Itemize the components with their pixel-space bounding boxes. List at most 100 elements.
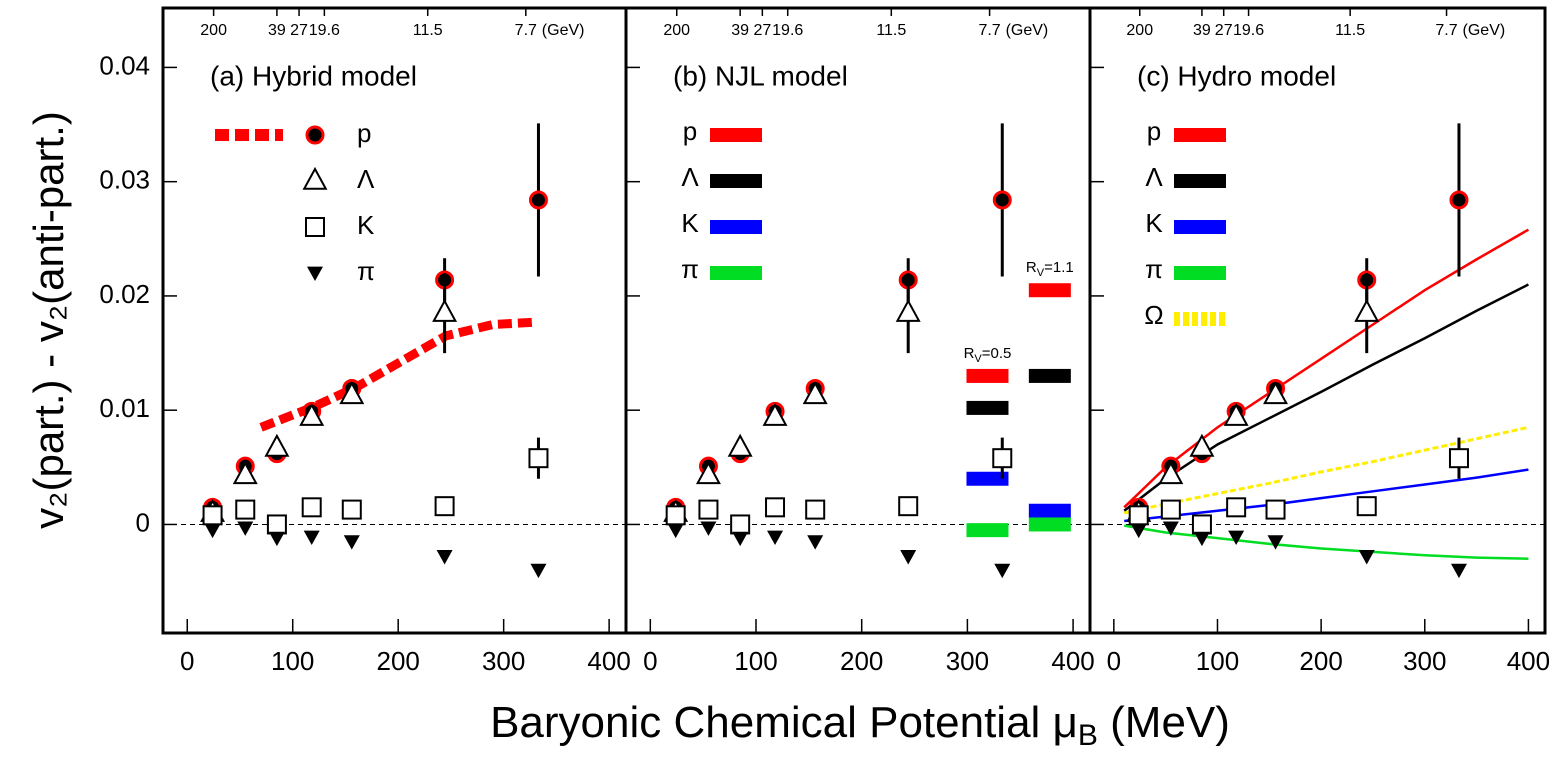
legend-label: Ω — [1144, 300, 1163, 330]
data-point — [303, 530, 320, 546]
legend-label: Λ — [357, 164, 375, 194]
data-point — [202, 505, 223, 526]
top-tick-label: 7.7 — [978, 22, 1000, 39]
top-tick-label: 7.7 — [1435, 22, 1457, 39]
legend-label: π — [1145, 254, 1163, 284]
data-point — [235, 499, 256, 520]
data-point — [732, 531, 749, 547]
data-point — [268, 531, 285, 547]
top-tick-label: 19.6 — [772, 22, 803, 39]
top-tick-label: 200 — [663, 22, 690, 39]
x-tick-label: 0 — [1107, 646, 1121, 676]
top-tick-label: 39 — [1193, 22, 1211, 39]
data-point — [1449, 190, 1469, 210]
legend-label: Λ — [1145, 162, 1163, 192]
legend-symbol — [307, 266, 323, 281]
data-point — [762, 402, 788, 426]
top-tick-label: 7.7 — [515, 22, 537, 39]
model-label-rest: =0.5 — [982, 345, 1012, 362]
data-point — [341, 499, 362, 520]
top-tick-label: 27 — [753, 22, 771, 39]
model-bar — [1028, 517, 1071, 532]
model-label: RV=0.5 — [964, 345, 1012, 365]
data-point — [1130, 523, 1147, 539]
model-bar — [966, 523, 1009, 538]
model-label-sub: V — [974, 353, 982, 365]
y-tick-label: 0.01 — [99, 393, 150, 423]
x-tick-label: 200 — [376, 646, 419, 676]
top-tick-label: 19.6 — [309, 22, 340, 39]
model-label-main: R — [1026, 259, 1037, 276]
data-point — [1448, 448, 1469, 469]
data-point — [802, 381, 828, 405]
data-point — [765, 497, 786, 518]
top-axis-unit: (GeV) — [542, 22, 585, 39]
data-point — [1354, 298, 1380, 322]
data-point — [299, 402, 325, 426]
data-point — [805, 499, 826, 520]
legend-symbol — [302, 166, 328, 190]
data-point — [1267, 535, 1284, 550]
top-tick-label: 11.5 — [1335, 22, 1365, 39]
data-point — [900, 550, 917, 565]
data-point — [730, 514, 751, 535]
top-tick-label: 27 — [1215, 22, 1233, 39]
legend-label: K — [681, 208, 699, 238]
top-tick-label: 27 — [290, 22, 308, 39]
data-point — [698, 499, 719, 520]
data-point — [1189, 433, 1215, 457]
data-point — [1356, 496, 1377, 517]
panel-title: (c) Hydro model — [1137, 60, 1336, 91]
data-point — [1158, 461, 1184, 485]
model-label: RV=1.1 — [1026, 259, 1074, 279]
data-point — [1162, 521, 1179, 536]
y-tick-label: 0 — [136, 507, 150, 537]
panel-title: (a) Hybrid model — [210, 60, 417, 91]
x-tick-label: 0 — [180, 646, 194, 676]
x-tick-label: 400 — [587, 646, 630, 676]
x-tick-label: 400 — [1051, 646, 1094, 676]
model-label-sub: V — [1037, 267, 1045, 279]
x-axis-label: Baryonic Chemical Potential μB (MeV) — [490, 698, 1230, 752]
legend-label: p — [683, 116, 697, 146]
top-tick-label: 200 — [1126, 22, 1153, 39]
top-tick-label: 39 — [268, 22, 286, 39]
legend-label: π — [681, 254, 699, 284]
data-point — [727, 433, 753, 457]
data-point — [434, 496, 455, 517]
x-axis-label-sub: B — [1078, 719, 1098, 752]
model-bar — [966, 368, 1009, 383]
model-curve — [1124, 468, 1529, 523]
top-tick-label: 200 — [200, 22, 227, 39]
data-point — [339, 381, 365, 405]
legend-symbol — [305, 125, 325, 145]
top-axis-unit: (GeV) — [1463, 22, 1506, 39]
data-point — [695, 461, 721, 485]
x-tick-label: 100 — [271, 646, 314, 676]
y-axis-label: v₂(part.) - v₂(anti-part.) — [25, 111, 72, 529]
data-point — [1160, 499, 1181, 520]
data-point — [994, 563, 1011, 579]
legend-label: π — [357, 256, 375, 286]
x-tick-label: 300 — [482, 646, 525, 676]
panel-title: (b) NJL model — [673, 60, 848, 91]
x-tick-label: 100 — [734, 646, 777, 676]
data-point — [992, 190, 1012, 210]
top-tick-label: 39 — [731, 22, 749, 39]
model-label-rest: =1.1 — [1044, 259, 1074, 276]
x-tick-label: 300 — [946, 646, 989, 676]
model-curve — [1123, 524, 1529, 560]
legend-label: K — [357, 210, 375, 240]
top-tick-label: 11.5 — [413, 22, 443, 39]
data-point — [232, 461, 258, 485]
top-tick-label: 19.6 — [1233, 22, 1264, 39]
model-bar — [1028, 283, 1071, 298]
y-tick-label: 0.03 — [99, 165, 150, 195]
legend-label: p — [1147, 116, 1161, 146]
data-point — [1193, 531, 1210, 547]
model-bar — [966, 400, 1009, 415]
legend-label: Λ — [681, 162, 699, 192]
data-point — [266, 514, 287, 535]
x-tick-label: 0 — [643, 646, 657, 676]
